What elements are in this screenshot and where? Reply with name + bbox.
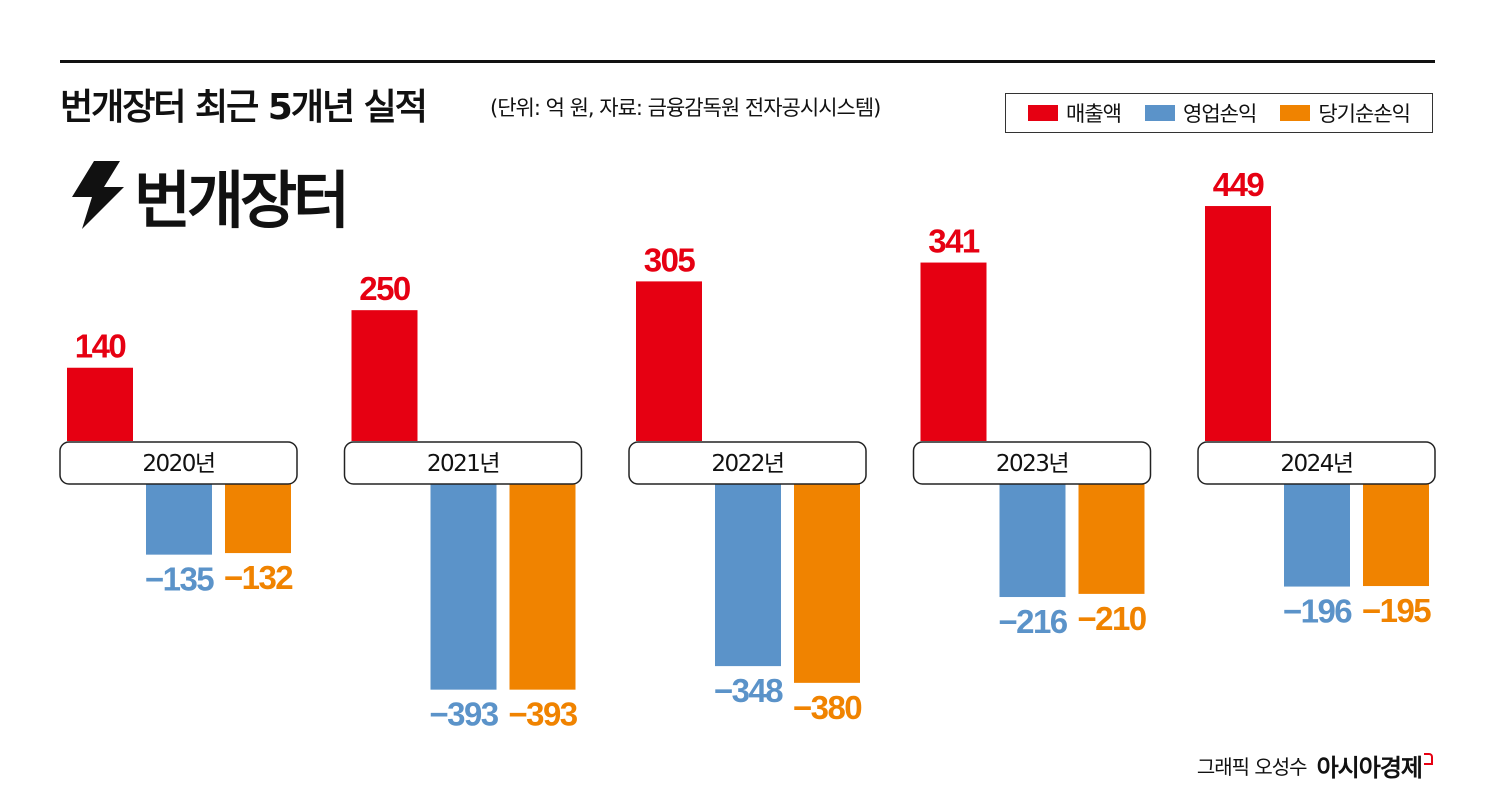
brand-name: 번개장터 (134, 164, 350, 237)
year-pill-2 (628, 441, 867, 485)
year-pill-1 (343, 441, 583, 485)
top-rule (60, 60, 1435, 63)
legend-item-operating: 영업손익 (1145, 98, 1257, 128)
category-label-0: 2020년 (142, 451, 214, 477)
credit: 그래픽 오성수 아시아경제 (1197, 748, 1433, 783)
legend-label-net: 당기순손익 (1318, 102, 1411, 126)
brand: 번개장터 (68, 150, 350, 240)
bar-net-3 (1078, 484, 1145, 594)
legend-item-revenue: 매출액 (1028, 98, 1122, 128)
value-label-net-2: −380 (793, 689, 861, 726)
category-label-4: 2024년 (1280, 451, 1352, 477)
legend-item-net: 당기순손익 (1280, 98, 1411, 128)
value-label-revenue-1: 250 (359, 270, 410, 307)
value-label-operating-1: −393 (429, 696, 498, 733)
bar-revenue-2 (636, 281, 702, 441)
bar-operating-1 (430, 484, 497, 690)
value-label-operating-3: −216 (998, 603, 1067, 640)
chart-title: 번개장터 최근 5개년 실적 (60, 87, 428, 128)
legend-label-revenue: 매출액 (1066, 102, 1122, 126)
year-pill-4 (1197, 441, 1436, 485)
year-pill-3 (912, 441, 1152, 485)
bar-operating-2 (715, 484, 781, 667)
value-label-operating-0: −135 (145, 561, 214, 598)
value-label-net-3: −210 (1077, 600, 1145, 637)
year-pill-0 (59, 441, 298, 485)
bar-revenue-1 (351, 310, 418, 441)
bar-operating-4 (1284, 484, 1350, 587)
value-label-revenue-4: 449 (1213, 166, 1265, 203)
category-label-2: 2022년 (711, 451, 783, 477)
legend-label-operating: 영업손익 (1183, 102, 1257, 126)
bar-operating-3 (999, 484, 1066, 598)
publisher-logo: 아시아경제 (1316, 754, 1423, 782)
legend-swatch-net (1280, 105, 1311, 121)
bar-net-0 (225, 484, 291, 554)
legend-swatch-revenue (1028, 105, 1059, 121)
bar-net-2 (794, 484, 860, 683)
value-label-revenue-0: 140 (75, 328, 126, 365)
bar-operating-0 (146, 484, 212, 555)
category-label-1: 2021년 (427, 451, 499, 477)
legend: 매출액 영업손익 당기순손익 (1005, 93, 1433, 133)
logo-mark-icon (1424, 752, 1433, 765)
value-label-net-4: −195 (1362, 592, 1431, 629)
credit-text: 그래픽 오성수 (1196, 755, 1308, 779)
value-label-net-0: −132 (224, 559, 293, 596)
category-label-3: 2023년 (996, 451, 1068, 477)
bar-revenue-0 (67, 367, 133, 441)
value-label-operating-4: −196 (1283, 593, 1352, 630)
chart-subtitle: (단위: 억 원, 자료: 금융감독원 전자공시시스템) (490, 96, 881, 120)
bar-revenue-3 (920, 262, 987, 441)
value-label-operating-2: −348 (714, 672, 783, 709)
value-label-revenue-3: 341 (928, 223, 980, 260)
bar-revenue-4 (1205, 206, 1271, 441)
bar-net-4 (1363, 484, 1429, 587)
value-label-revenue-2: 305 (644, 241, 696, 278)
legend-swatch-operating (1145, 105, 1176, 121)
value-label-net-1: −393 (508, 696, 577, 733)
lightning-bolt-icon (72, 161, 124, 229)
bar-net-1 (509, 484, 576, 690)
